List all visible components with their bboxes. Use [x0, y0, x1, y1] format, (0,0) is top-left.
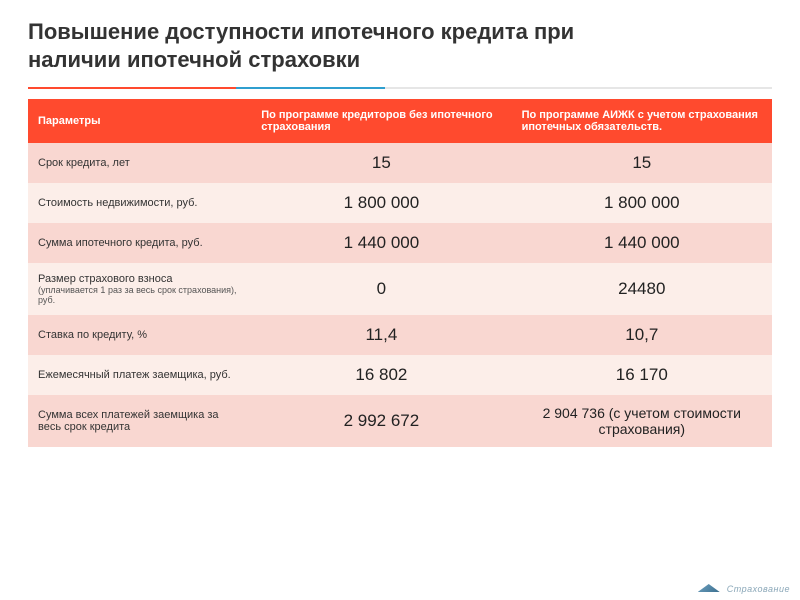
- underline-seg-1: [28, 87, 236, 89]
- table-row: Сумма всех платежей заемщика за весь сро…: [28, 395, 772, 447]
- row-value-1: 15: [251, 143, 511, 183]
- row-label: Сумма ипотечного кредита, руб.: [28, 223, 251, 263]
- row-label: Сумма всех платежей заемщика за весь сро…: [28, 395, 251, 447]
- row-value-1: 11,4: [251, 315, 511, 355]
- row-value-2: 1 800 000: [512, 183, 772, 223]
- header-program-1: По программе кредиторов без ипотечного с…: [251, 99, 511, 143]
- table-row: Ставка по кредиту, % 11,410,7: [28, 315, 772, 355]
- row-label-text: Размер страхового взноса: [38, 273, 173, 285]
- row-value-1: 16 802: [251, 355, 511, 395]
- underline-seg-3: [385, 87, 772, 89]
- header-program-2: По программе АИЖК с учетом страхования и…: [512, 99, 772, 143]
- underline-seg-2: [236, 87, 385, 89]
- row-value-2: 24480: [512, 263, 772, 315]
- table-row: Стоимость недвижимости, руб. 1 800 0001 8…: [28, 183, 772, 223]
- table-body: Срок кредита, лет1515Стоимость недвижимо…: [28, 143, 772, 447]
- row-value-1: 1 440 000: [251, 223, 511, 263]
- comparison-table: Параметры По программе кредиторов без ип…: [28, 99, 772, 447]
- row-value-2: 1 440 000: [512, 223, 772, 263]
- row-label: Стоимость недвижимости, руб.: [28, 183, 251, 223]
- table-header-row: Параметры По программе кредиторов без ип…: [28, 99, 772, 143]
- row-value-1: 1 800 000: [251, 183, 511, 223]
- footer-logo-text: Страхование: [727, 584, 790, 594]
- footer-logo: Страхование: [698, 584, 790, 594]
- row-label-text: Срок кредита, лет: [38, 157, 130, 169]
- row-value-2: 10,7: [512, 315, 772, 355]
- row-value-1: 0: [251, 263, 511, 315]
- row-label: Ежемесячный платеж заемщика, руб.: [28, 355, 251, 395]
- table-row: Сумма ипотечного кредита, руб. 1 440 0001…: [28, 223, 772, 263]
- row-label-text: Стоимость недвижимости, руб.: [38, 197, 197, 209]
- row-label: Размер страхового взноса(уплачивается 1 …: [28, 263, 251, 315]
- table-row: Ежемесячный платеж заемщика, руб. 16 8021…: [28, 355, 772, 395]
- row-value-2: 15: [512, 143, 772, 183]
- title-line-2: наличии ипотечной страховки: [28, 47, 360, 72]
- table-row: Срок кредита, лет 1515: [28, 143, 772, 183]
- row-label: Ставка по кредиту, %: [28, 315, 251, 355]
- row-label-text: Ежемесячный платеж заемщика, руб.: [38, 369, 231, 381]
- row-value-2: 2 904 736 (с учетом стоимости страховани…: [512, 395, 772, 447]
- slide-title: Повышение доступности ипотечного кредита…: [0, 0, 800, 83]
- row-value-2: 16 170: [512, 355, 772, 395]
- row-label: Срок кредита, лет: [28, 143, 251, 183]
- row-label-text: Сумма всех платежей заемщика за весь сро…: [38, 409, 219, 433]
- header-params: Параметры: [28, 99, 251, 143]
- row-label-text: Сумма ипотечного кредита, руб.: [38, 237, 203, 249]
- row-label-text: Ставка по кредиту, %: [38, 329, 147, 341]
- row-label-sub: (уплачивается 1 раз за весь срок страхов…: [38, 285, 241, 305]
- table-row: Размер страхового взноса(уплачивается 1 …: [28, 263, 772, 315]
- row-value-1: 2 992 672: [251, 395, 511, 447]
- title-line-1: Повышение доступности ипотечного кредита…: [28, 19, 574, 44]
- title-underline: [28, 87, 772, 89]
